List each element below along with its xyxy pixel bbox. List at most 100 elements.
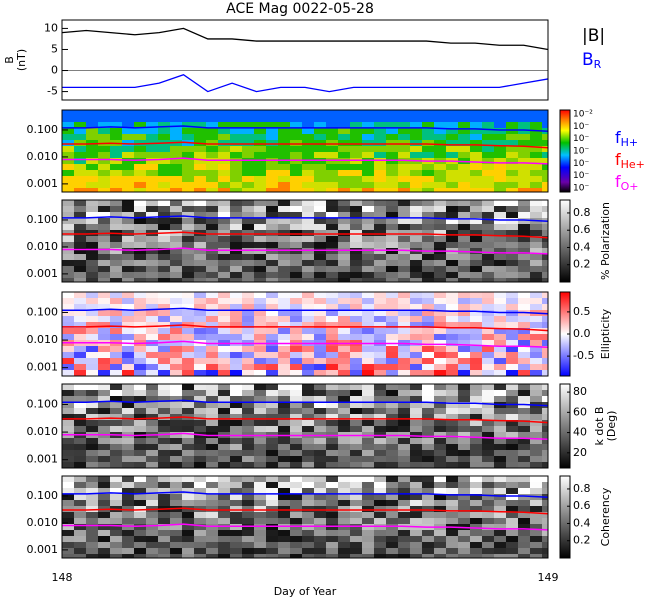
spectrogram-cell	[314, 212, 326, 218]
spectrogram-cell	[278, 236, 290, 242]
spectrogram-cell	[482, 450, 494, 456]
spectrogram-cell	[266, 170, 278, 176]
spectrogram-cell	[230, 292, 242, 298]
spectrogram-cell	[122, 248, 134, 254]
spectrogram-cell	[278, 322, 290, 328]
spectrogram-cell	[326, 438, 338, 444]
spectrogram-cell	[254, 122, 266, 128]
spectrogram-cell	[74, 116, 86, 122]
spectrogram-cell	[62, 278, 74, 282]
spectrogram-cell	[122, 352, 134, 358]
spectrogram-cell	[350, 512, 362, 518]
spectrogram-cell	[218, 116, 230, 122]
spectrogram-cell	[530, 260, 542, 266]
spectrogram-cell	[506, 426, 518, 432]
spectrogram-cell	[278, 200, 290, 206]
spectrogram-cell	[146, 488, 158, 494]
spectrogram-cell	[278, 536, 290, 542]
spectrogram-cell	[278, 110, 290, 116]
spectrogram-cell	[314, 170, 326, 176]
spectrogram-cell	[278, 182, 290, 188]
spectrogram-cell	[110, 254, 122, 260]
spectrogram-cell	[134, 530, 146, 536]
spectrogram-cell	[170, 536, 182, 542]
spectrogram-cell	[122, 444, 134, 450]
spectrogram-cell	[302, 218, 314, 224]
legend-subscript: R	[594, 58, 602, 71]
spectrogram-cell	[458, 426, 470, 432]
spectrogram-cell	[410, 134, 422, 140]
spectrogram-cell	[98, 402, 110, 408]
spectrogram-cell	[494, 396, 506, 402]
y-tick-label: 0.010	[27, 425, 59, 438]
spectrogram-cell	[362, 236, 374, 242]
spectrogram-cell	[194, 542, 206, 548]
spectrogram-cell	[218, 420, 230, 426]
spectrogram-cell	[302, 384, 314, 390]
spectrogram-cell	[134, 334, 146, 340]
spectrogram-cell	[410, 340, 422, 346]
spectrogram-cell	[134, 218, 146, 224]
spectrogram-cell	[98, 304, 110, 310]
spectrogram-cell	[398, 396, 410, 402]
spectrogram-cell	[290, 352, 302, 358]
spectrogram-cell	[98, 146, 110, 152]
spectrogram-cell	[350, 476, 362, 482]
spectrogram-cell	[134, 278, 146, 282]
spectrogram-cell	[158, 444, 170, 450]
spectrogram-cell	[98, 450, 110, 456]
spectrogram-cell	[482, 278, 494, 282]
spectrogram-cell	[362, 548, 374, 554]
spectrogram-cell	[482, 152, 494, 158]
spectrogram-cell	[398, 450, 410, 456]
spectrogram-cell	[434, 402, 446, 408]
spectrogram-cell	[266, 384, 278, 390]
spectrogram-cell	[542, 182, 548, 188]
spectrogram-cell	[86, 370, 98, 376]
spectrogram-cell	[158, 292, 170, 298]
spectrogram-cell	[326, 140, 338, 146]
spectrogram-cell	[110, 364, 122, 370]
spectrogram-cell	[242, 140, 254, 146]
spectrogram-cell	[314, 236, 326, 242]
spectrogram-cell	[470, 340, 482, 346]
spectrogram-cell	[530, 116, 542, 122]
spectrogram-cell	[314, 364, 326, 370]
spectrogram-cell	[326, 462, 338, 468]
spectrogram-cell	[218, 384, 230, 390]
spectrogram-cell	[62, 292, 74, 298]
spectrogram-cell	[458, 212, 470, 218]
spectrogram-cell	[518, 384, 530, 390]
spectrogram-cell	[374, 200, 386, 206]
spectrogram-cell	[458, 188, 470, 192]
spectrogram-cell	[374, 316, 386, 322]
spectrogram-cell	[374, 188, 386, 192]
spectrogram-cell	[86, 176, 98, 182]
spectrogram-cell	[482, 304, 494, 310]
spectrogram-cell	[266, 272, 278, 278]
spectrogram-cell	[338, 364, 350, 370]
spectrogram-cell	[422, 292, 434, 298]
spectrogram-cell	[446, 518, 458, 524]
spectrogram-cell	[266, 438, 278, 444]
spectrogram-cell	[350, 390, 362, 396]
spectrogram-cell	[86, 456, 98, 462]
spectrogram-cell	[458, 230, 470, 236]
spectrogram-cell	[482, 414, 494, 420]
spectrogram-cell	[410, 476, 422, 482]
spectrogram-cell	[182, 548, 194, 554]
spectrogram-cell	[326, 182, 338, 188]
spectrogram-cell	[422, 322, 434, 328]
spectrogram-cell	[98, 272, 110, 278]
spectrogram-cell	[242, 500, 254, 506]
spectrogram-cell	[278, 462, 290, 468]
spectrogram-cell	[518, 116, 530, 122]
spectrogram-cell	[146, 224, 158, 230]
spectrogram-cell	[362, 134, 374, 140]
spectrogram-cell	[110, 542, 122, 548]
spectrogram-cell	[146, 206, 158, 212]
spectrogram-cell	[74, 488, 86, 494]
spectrogram-cell	[110, 512, 122, 518]
spectrogram-cell	[410, 200, 422, 206]
spectrogram-cell	[350, 272, 362, 278]
